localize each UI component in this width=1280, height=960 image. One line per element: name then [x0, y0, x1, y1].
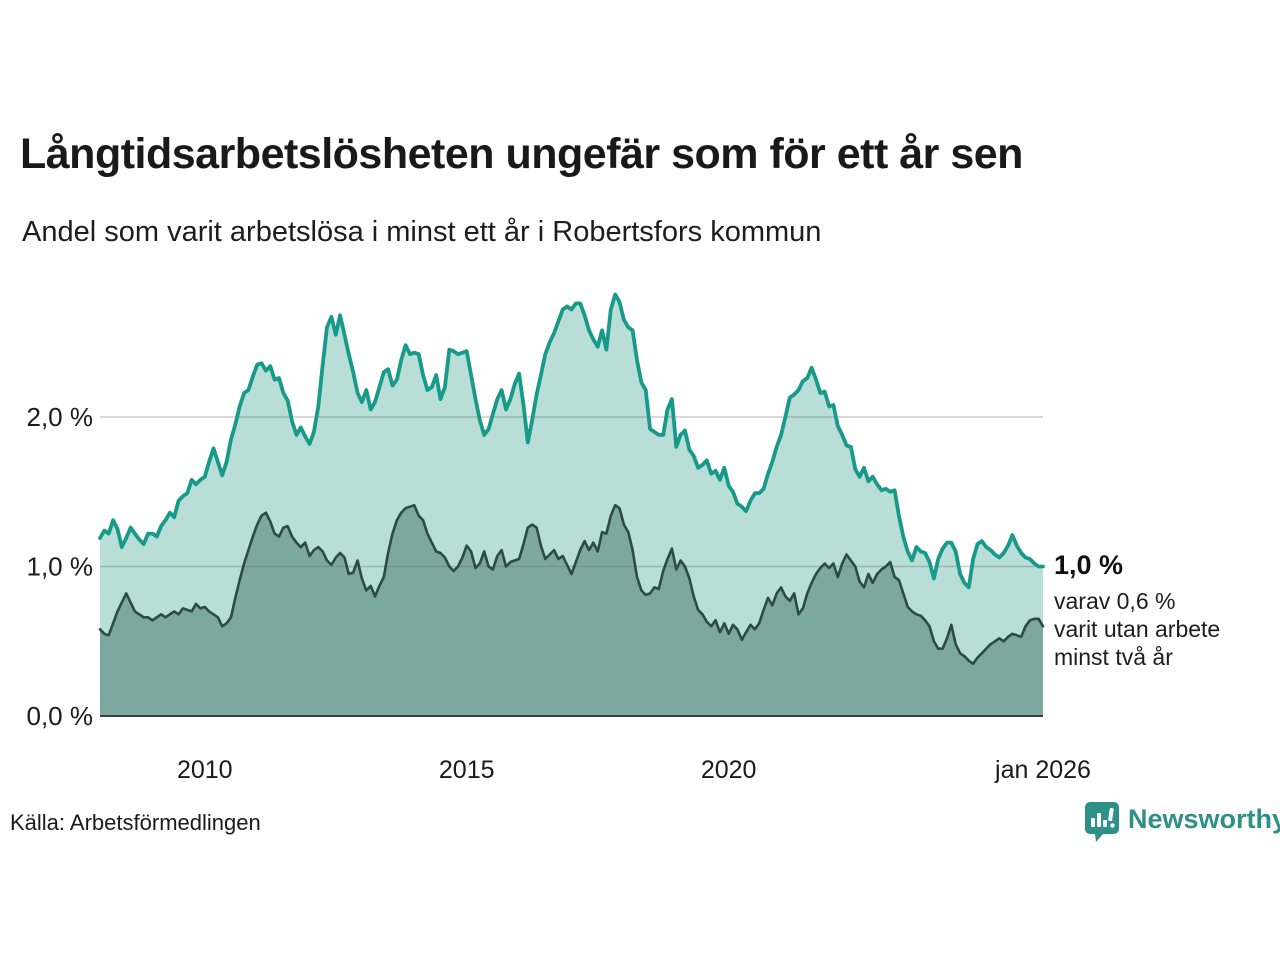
y-tick-label-2: 2,0 % — [27, 402, 94, 432]
latest-value-label: 1,0 % — [1054, 550, 1124, 580]
newsworthy-bubble-chart-icon — [1085, 802, 1119, 842]
annotation-line-1: varav 0,6 % — [1054, 588, 1176, 614]
line-minst-ett-ar — [98, 292, 1045, 590]
x-tick-label-jan-2026: jan 2026 — [994, 756, 1091, 784]
y-tick-label-1: 1,0 % — [27, 552, 94, 582]
newsworthy-wordmark: Newsworthy — [1128, 804, 1280, 834]
annotation-line-2: varit utan arbete — [1054, 616, 1221, 642]
y-tick-label-0: 0,0 % — [27, 701, 94, 731]
page-title: Långtidsarbetslösheten ungefär som för e… — [20, 130, 1023, 178]
x-tick-label-2020: 2020 — [701, 756, 757, 784]
annotation-line-3: minst två år — [1054, 644, 1173, 670]
source-note: Källa: Arbetsförmedlingen — [10, 810, 261, 835]
x-tick-label-2015: 2015 — [439, 756, 495, 784]
newsworthy-logo: Newsworthy — [1082, 799, 1280, 843]
chart-subtitle: Andel som varit arbetslösa i minst ett å… — [22, 216, 822, 248]
latest-value-annotation: 1,0 % varav 0,6 % varit utan arbete mins… — [1054, 551, 1220, 671]
line-minst-tva-ar — [98, 503, 1045, 665]
x-tick-label-2010: 2010 — [177, 756, 233, 784]
